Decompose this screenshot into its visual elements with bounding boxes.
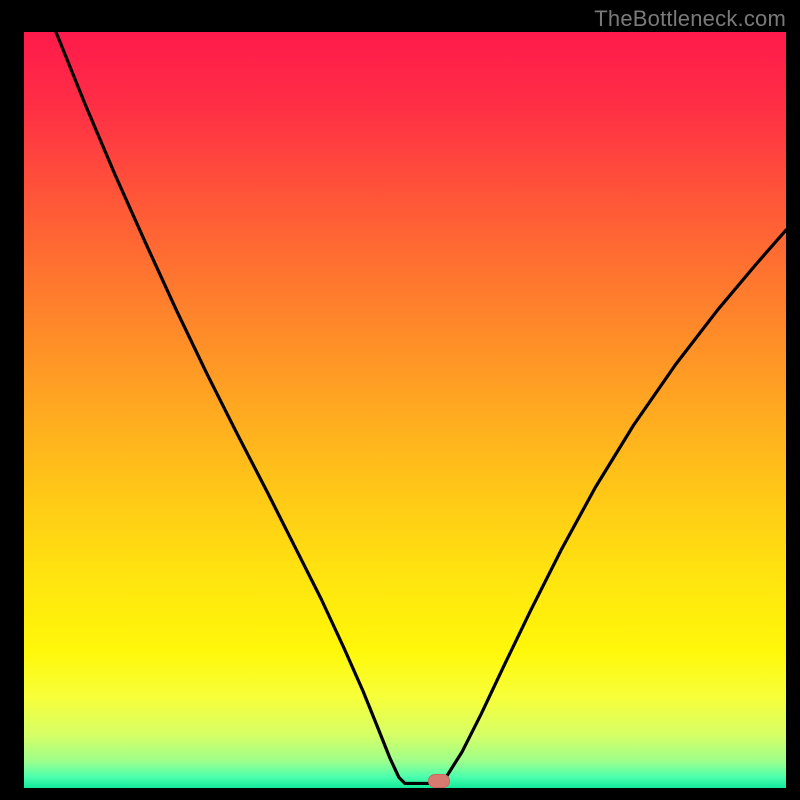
curve-path [56,32,786,783]
bottleneck-curve [24,32,786,788]
chart-plot-area [24,32,786,788]
watermark-text: TheBottleneck.com [594,6,786,32]
optimum-marker [428,774,450,788]
